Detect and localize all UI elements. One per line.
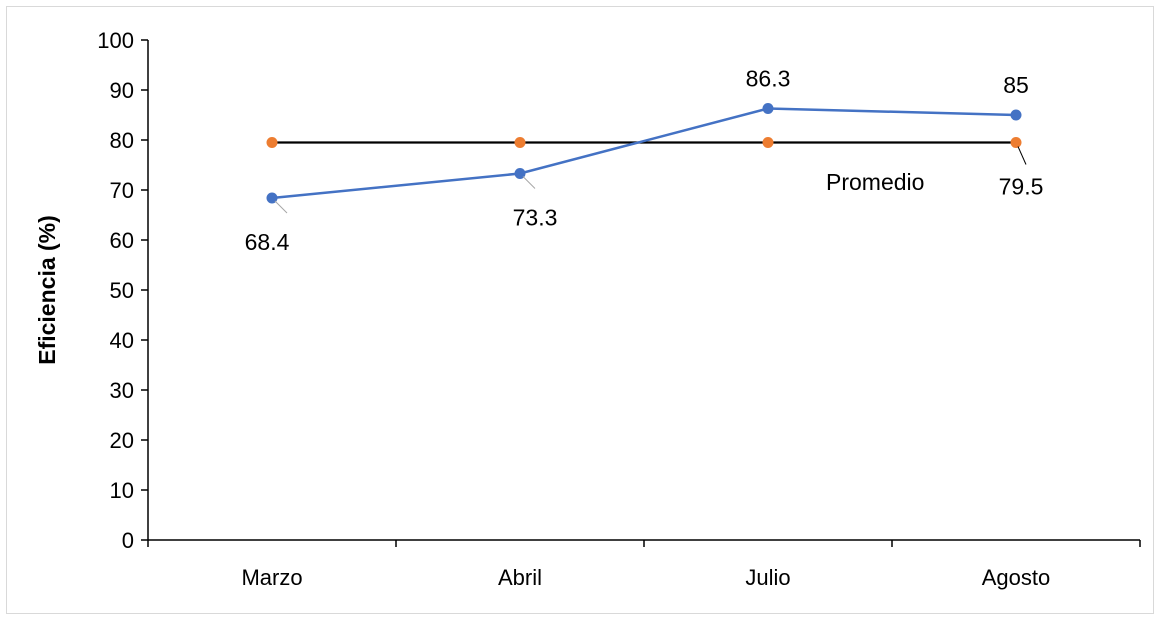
average-series-point xyxy=(1010,137,1022,148)
efficiency-data-label: 86.3 xyxy=(746,66,791,92)
average-label-leader xyxy=(1017,146,1027,165)
average-series-point xyxy=(762,137,774,148)
y-tick-label: 60 xyxy=(110,228,134,253)
average-series-name-label: Promedio xyxy=(826,169,924,195)
efficiency-series-point xyxy=(514,168,526,179)
y-axis-title: Eficiencia (%) xyxy=(34,215,60,365)
x-tick-label: Julio xyxy=(745,565,790,590)
average-data-label: 79.5 xyxy=(999,174,1044,200)
y-tick-label: 90 xyxy=(110,78,134,103)
y-tick-label: 10 xyxy=(110,478,134,503)
efficiency-series-line xyxy=(271,107,1017,200)
y-tick-label: 70 xyxy=(110,178,134,203)
average-series-point xyxy=(266,137,278,148)
y-tick-label: 20 xyxy=(110,428,134,453)
efficiency-data-label: 73.3 xyxy=(513,205,558,231)
x-tick-label: Abril xyxy=(498,565,542,590)
y-tick-label: 0 xyxy=(122,528,134,553)
y-tick-label: 100 xyxy=(97,28,134,53)
efficiency-data-label: 68.4 xyxy=(245,229,290,255)
y-tick-label: 40 xyxy=(110,328,134,353)
chart-frame xyxy=(6,6,1154,614)
efficiency-series-point xyxy=(762,103,774,114)
efficiency-series-point xyxy=(1010,109,1022,121)
x-tick-label: Agosto xyxy=(982,565,1051,590)
efficiency-series-point xyxy=(266,192,278,204)
y-tick-label: 80 xyxy=(110,128,134,153)
data-label-leader xyxy=(274,200,288,214)
x-tick-label: Marzo xyxy=(241,565,302,590)
y-tick-label: 50 xyxy=(110,278,134,303)
average-series-point xyxy=(514,137,526,148)
data-label-leader xyxy=(522,176,536,189)
efficiency-data-label: 85 xyxy=(1003,72,1029,98)
y-tick-label: 30 xyxy=(110,378,134,403)
